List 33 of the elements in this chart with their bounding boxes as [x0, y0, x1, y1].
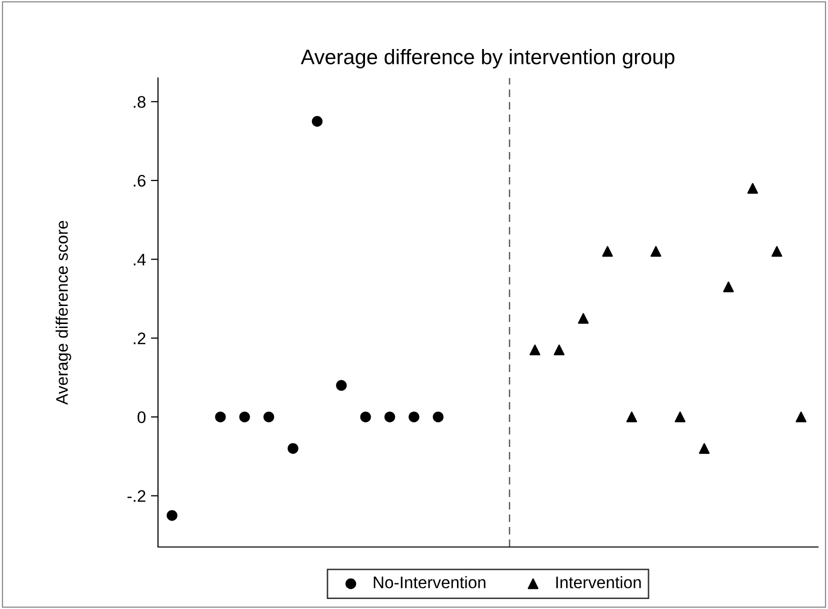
- point: [772, 246, 782, 257]
- point: [650, 246, 662, 257]
- chart-title: Average difference by intervention group: [300, 49, 674, 68]
- point: [796, 412, 806, 422]
- point: [530, 344, 540, 356]
- legend-label: Intervention: [556, 576, 641, 588]
- y-axis-title: Average difference score: [56, 220, 72, 405]
- y-tick-label: .4: [134, 254, 146, 266]
- point: [747, 183, 758, 194]
- point: [239, 412, 250, 422]
- legend-label: No-Intervention: [374, 576, 486, 588]
- point: [432, 412, 444, 422]
- point: [312, 116, 323, 127]
- y-tick-label: .8: [134, 96, 146, 108]
- y-tick-label: 0: [138, 411, 146, 424]
- point: [674, 412, 686, 422]
- point: [554, 344, 564, 356]
- y-tick-label: -.2: [127, 490, 146, 502]
- point: [578, 313, 589, 324]
- point: [166, 510, 178, 521]
- point: [384, 412, 396, 422]
- point: [626, 412, 638, 422]
- point: [602, 246, 613, 257]
- point: [215, 412, 226, 422]
- point: [288, 443, 298, 454]
- point: [263, 412, 274, 422]
- point: [360, 412, 371, 422]
- point: [723, 282, 734, 292]
- point: [408, 412, 420, 422]
- y-tick-label: .2: [134, 332, 146, 344]
- y-tick-label: .6: [134, 174, 146, 187]
- point: [698, 443, 710, 454]
- point: [336, 380, 347, 391]
